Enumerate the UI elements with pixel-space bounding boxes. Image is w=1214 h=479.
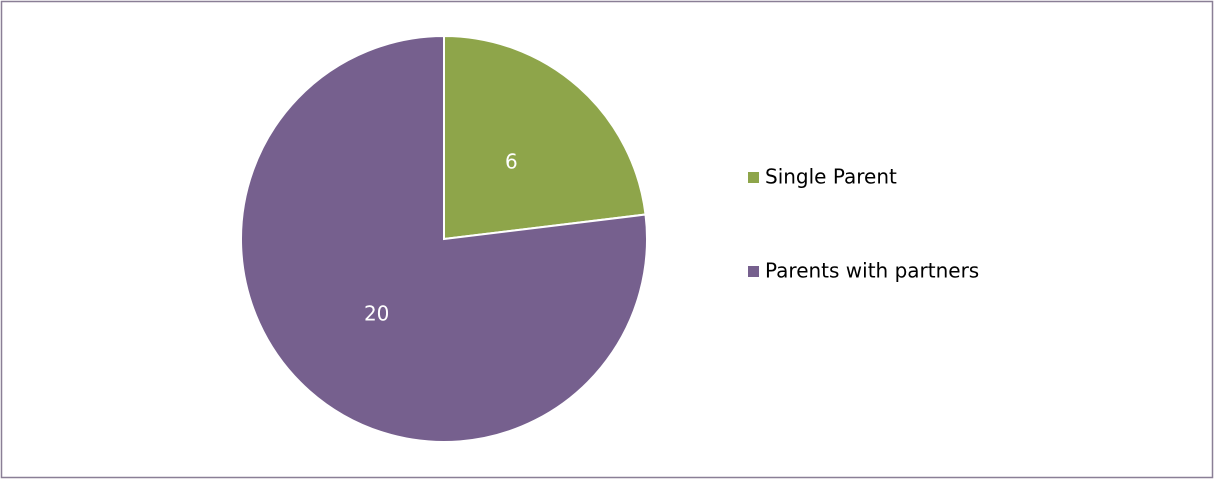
pie-slice	[240, 34, 648, 443]
legend-swatch	[748, 266, 759, 277]
legend-label: Single Parent	[765, 165, 897, 189]
data-label: 6	[505, 150, 518, 174]
legend-label: Parents with partners	[765, 259, 979, 283]
data-label: 20	[364, 301, 389, 325]
legend-swatch	[748, 172, 759, 183]
pie-slice	[443, 34, 647, 241]
